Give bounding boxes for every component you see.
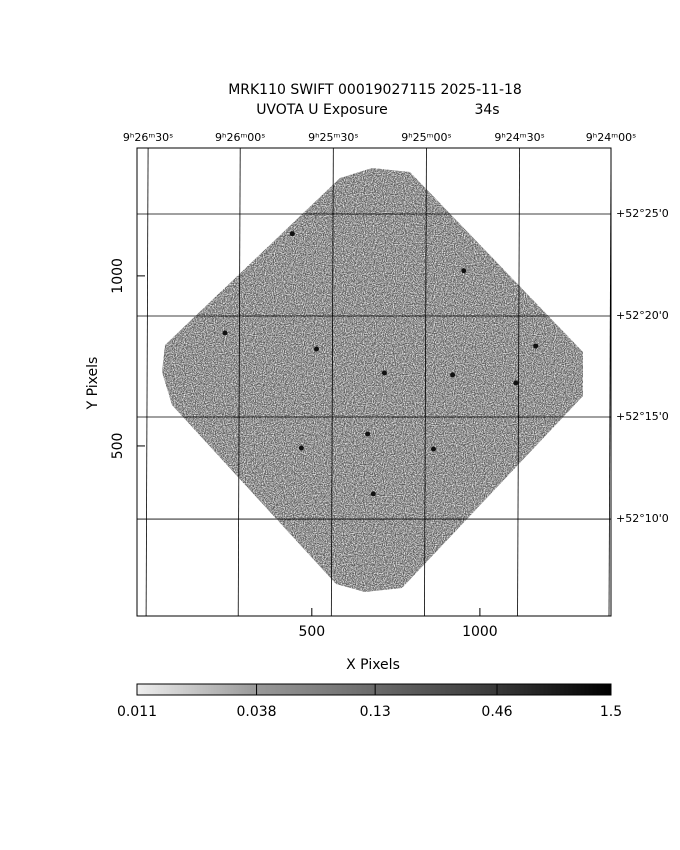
- y-tick-label: 1000: [110, 258, 126, 294]
- ra-grid-line: [237, 147, 241, 617]
- source: [381, 370, 387, 376]
- source: [370, 491, 376, 497]
- y-axis-label: Y Pixels: [85, 357, 101, 411]
- dec-tick-label: +52°25'0: [616, 207, 669, 220]
- source: [533, 343, 539, 349]
- colorbar-tick-label: 0.038: [237, 704, 277, 720]
- source: [431, 446, 437, 452]
- ra-grid-line: [608, 147, 612, 617]
- ra-tick-label: 9ʰ26ᵐ00ˢ: [215, 131, 265, 144]
- ra-grid-line: [424, 147, 427, 617]
- ra-tick-label: 9ʰ25ᵐ00ˢ: [401, 131, 451, 144]
- dec-tick-label: +52°10'0: [616, 512, 669, 525]
- source: [450, 372, 456, 378]
- chart-title: MRK110 SWIFT 00019027115 2025-11-18: [228, 82, 522, 98]
- colorbar-tick-label: 0.011: [117, 704, 157, 720]
- x-axis-label: X Pixels: [346, 657, 400, 673]
- colorbar-tick-label: 1.5: [600, 704, 622, 720]
- ra-tick-label: 9ʰ25ᵐ30ˢ: [308, 131, 358, 144]
- dec-tick-label: +52°20'0: [616, 309, 669, 322]
- source: [314, 346, 320, 352]
- dec-tick-label: +52°15'0: [616, 410, 669, 423]
- colorbar-tick-label: 0.46: [481, 704, 512, 720]
- x-tick-label: 500: [298, 624, 325, 640]
- ra-grid-line: [330, 147, 334, 617]
- ra-tick-label: 9ʰ24ᵐ00ˢ: [586, 131, 636, 144]
- source: [222, 330, 228, 336]
- ra-grid-line: [517, 147, 520, 617]
- colorbar-tick-label: 0.13: [360, 704, 391, 720]
- source: [461, 268, 467, 274]
- source: [513, 380, 519, 386]
- y-tick-label: 500: [110, 433, 126, 460]
- ra-grid-line: [145, 147, 149, 617]
- subtitle: UVOTA U Exposure: [256, 102, 388, 118]
- x-tick-label: 1000: [462, 624, 498, 640]
- plot-frame: [136, 147, 612, 617]
- colorbar: [136, 683, 612, 696]
- ra-tick-label: 9ʰ26ᵐ30ˢ: [123, 131, 173, 144]
- source: [365, 431, 371, 437]
- ra-tick-label: 9ʰ24ᵐ30ˢ: [494, 131, 544, 144]
- exposure: 34s: [474, 102, 499, 118]
- exposure-footprint: [162, 168, 583, 592]
- source: [298, 445, 304, 451]
- source: [289, 231, 295, 237]
